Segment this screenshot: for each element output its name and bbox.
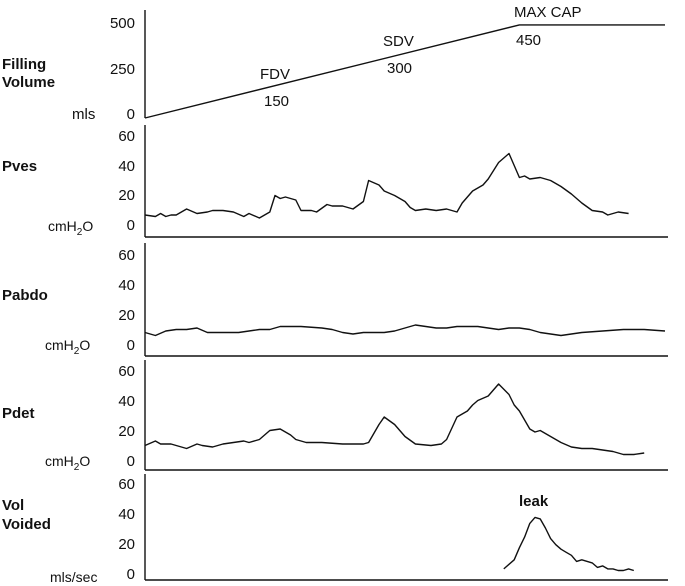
vol-voided-label-line2: Voided (2, 516, 51, 533)
pves-trace (144, 152, 629, 219)
pabdo-tick-0: 60 (118, 247, 135, 264)
vol-voided-tick-2: 20 (118, 536, 135, 553)
pves-tick-3: 0 (127, 217, 135, 234)
pves-unit: cmH2O (48, 218, 93, 238)
filling-volume-label-line1: Filling (2, 56, 46, 73)
panel-pdet: Pdet 60 40 20 0 cmH2O (2, 360, 668, 473)
vol-voided-tick-1: 40 (118, 506, 135, 523)
filling-volume-tick-2: 0 (127, 106, 135, 123)
sdv-value: 300 (387, 60, 412, 77)
pves-label: Pves (2, 158, 37, 175)
filling-volume-unit: mls (72, 106, 95, 123)
panel-pabdo: Pabdo 60 40 20 0 cmH2O (2, 243, 668, 357)
pabdo-trace (144, 324, 666, 337)
filling-volume-tick-0: 500 (110, 15, 135, 32)
max-cap-label: MAX CAP (514, 4, 582, 21)
vol-voided-trace (503, 516, 635, 572)
pves-tick-1: 40 (118, 158, 135, 175)
fdv-value: 150 (264, 93, 289, 110)
pabdo-tick-2: 20 (118, 307, 135, 324)
panel-filling-volume: Filling Volume 500 250 0 mls FDV 150 SDV… (2, 4, 665, 123)
max-cap-value: 450 (516, 32, 541, 49)
pdet-label: Pdet (2, 405, 35, 422)
filling-volume-tick-1: 250 (110, 61, 135, 78)
panel-pves: Pves 60 40 20 0 cmH2O (2, 125, 668, 238)
pabdo-tick-3: 0 (127, 337, 135, 354)
pves-tick-0: 60 (118, 128, 135, 145)
panel-vol-voided: Vol Voided 60 40 20 0 mls/sec leak (2, 474, 668, 585)
pdet-unit: cmH2O (45, 453, 90, 473)
pabdo-unit: cmH2O (45, 337, 90, 357)
pdet-tick-1: 40 (118, 393, 135, 410)
pdet-tick-3: 0 (127, 453, 135, 470)
pabdo-tick-1: 40 (118, 277, 135, 294)
fdv-label: FDV (260, 66, 290, 83)
pves-tick-2: 20 (118, 187, 135, 204)
filling-volume-trace (144, 24, 665, 119)
filling-volume-label-line2: Volume (2, 74, 55, 91)
vol-voided-tick-3: 0 (127, 566, 135, 583)
leak-annotation: leak (519, 493, 549, 510)
sdv-label: SDV (383, 33, 414, 50)
vol-voided-unit: mls/sec (50, 569, 97, 585)
pdet-tick-2: 20 (118, 423, 135, 440)
vol-voided-label-line1: Vol (2, 497, 24, 514)
vol-voided-tick-0: 60 (118, 476, 135, 493)
pdet-trace (144, 383, 645, 456)
pabdo-label: Pabdo (2, 287, 48, 304)
pdet-tick-0: 60 (118, 363, 135, 380)
